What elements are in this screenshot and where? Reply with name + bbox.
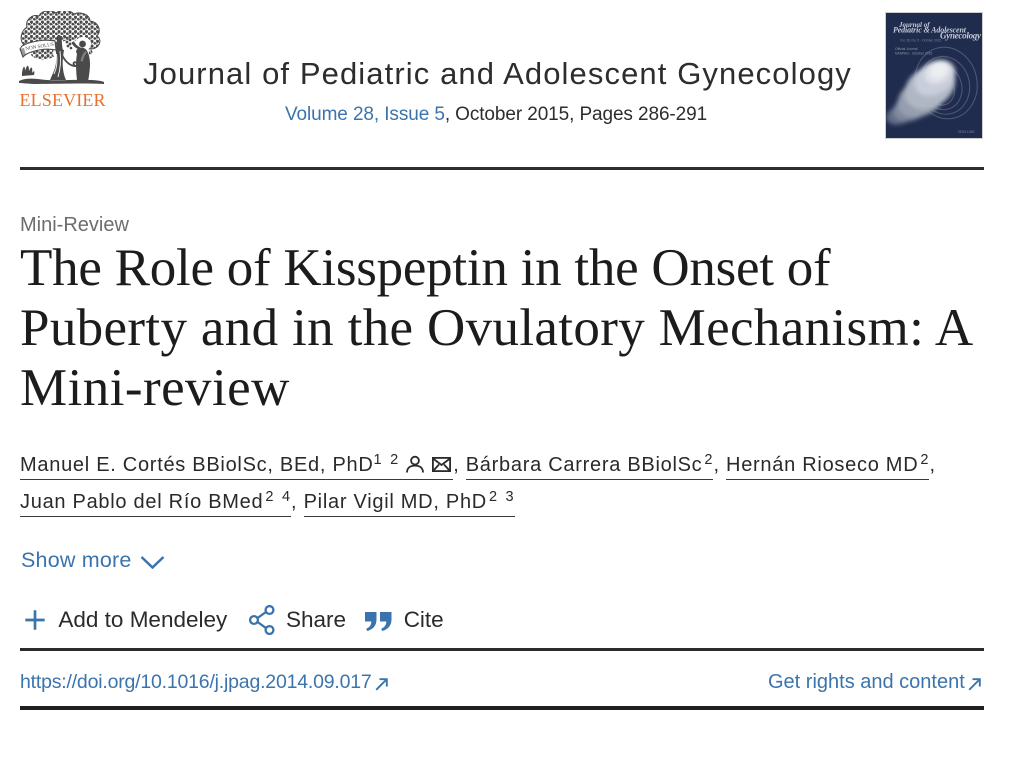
svg-text:Gynecology: Gynecology [940,31,982,41]
svg-text:NASPAG - October 2015: NASPAG - October 2015 [895,52,933,56]
svg-text:NON SOLUS: NON SOLUS [25,42,55,52]
svg-text:Journal of: Journal of [898,21,930,29]
svg-text:Official Journal: Official Journal [895,47,918,51]
svg-text:Vol. 28, No. 5 - October 2015: Vol. 28, No. 5 - October 2015 [900,39,942,43]
svg-text:ISSN 1083: ISSN 1083 [958,130,975,134]
svg-text:Pediatric & Adolescent: Pediatric & Adolescent [893,26,967,35]
